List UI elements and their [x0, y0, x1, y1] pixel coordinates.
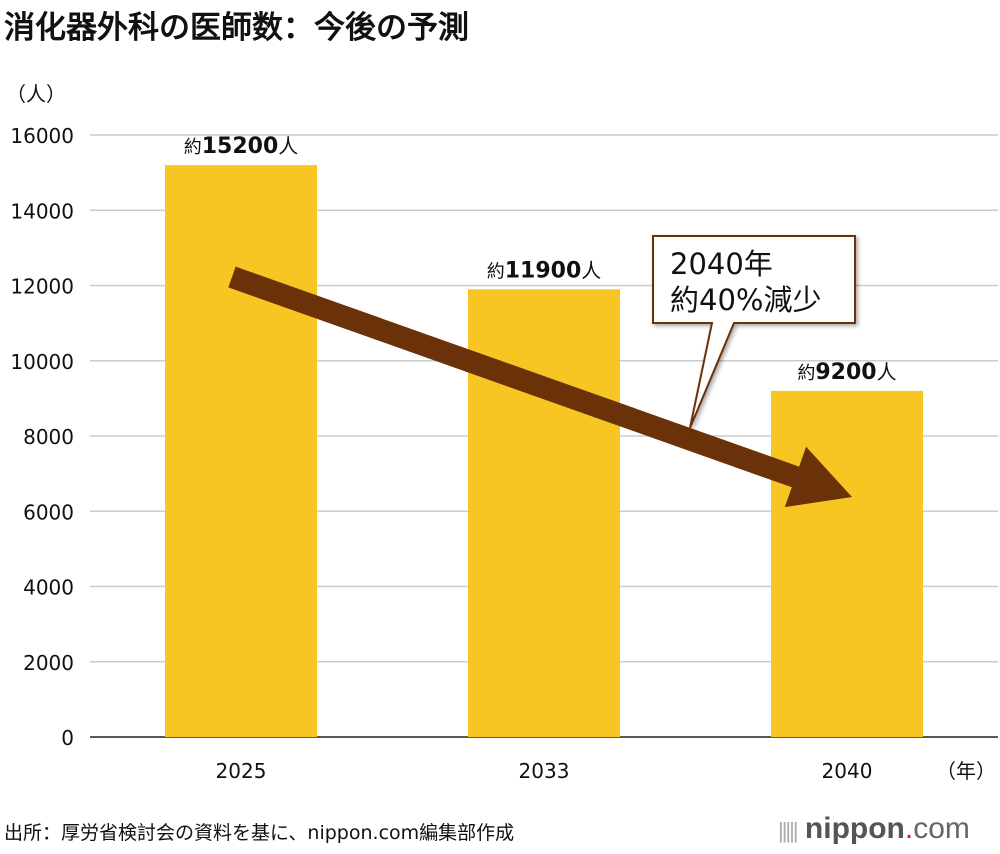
callout-line1: 2040年	[670, 247, 773, 281]
y-tick-label: 0	[61, 726, 74, 750]
y-tick-label: 12000	[10, 275, 74, 299]
bar-2040	[771, 390, 923, 737]
data-label: 約11900人	[487, 258, 602, 283]
y-tick-label: 4000	[23, 576, 74, 600]
callout-line2: 約40%減少	[670, 283, 821, 317]
y-axis-unit: （人）	[6, 82, 66, 106]
y-tick-label: 14000	[10, 199, 74, 223]
logo-waves-icon: |||||	[778, 818, 799, 843]
callout-box	[652, 235, 856, 429]
chart-title: 消化器外科の医師数：今後の予測	[4, 10, 469, 46]
x-tick-label: 2025	[216, 759, 267, 783]
x-tick-label: 2040	[822, 759, 873, 783]
data-label: 約15200人	[184, 134, 299, 159]
x-tick-label: 2033	[519, 759, 570, 783]
y-tick-label: 8000	[23, 425, 74, 449]
trend-arrow	[228, 266, 853, 508]
y-tick-label: 6000	[23, 500, 74, 524]
y-tick-label: 16000	[10, 124, 74, 148]
x-axis-unit: （年）	[936, 759, 996, 783]
nippon-logo: ||||| nippon.com	[778, 812, 970, 845]
y-tick-label: 10000	[10, 350, 74, 374]
bar-2033	[468, 289, 620, 737]
source-note: 出所：厚労省検討会の資料を基に、nippon.com編集部作成	[4, 822, 515, 844]
bar-2025	[165, 165, 317, 738]
data-label: 約9200人	[797, 360, 896, 385]
y-tick-label: 2000	[23, 651, 74, 675]
